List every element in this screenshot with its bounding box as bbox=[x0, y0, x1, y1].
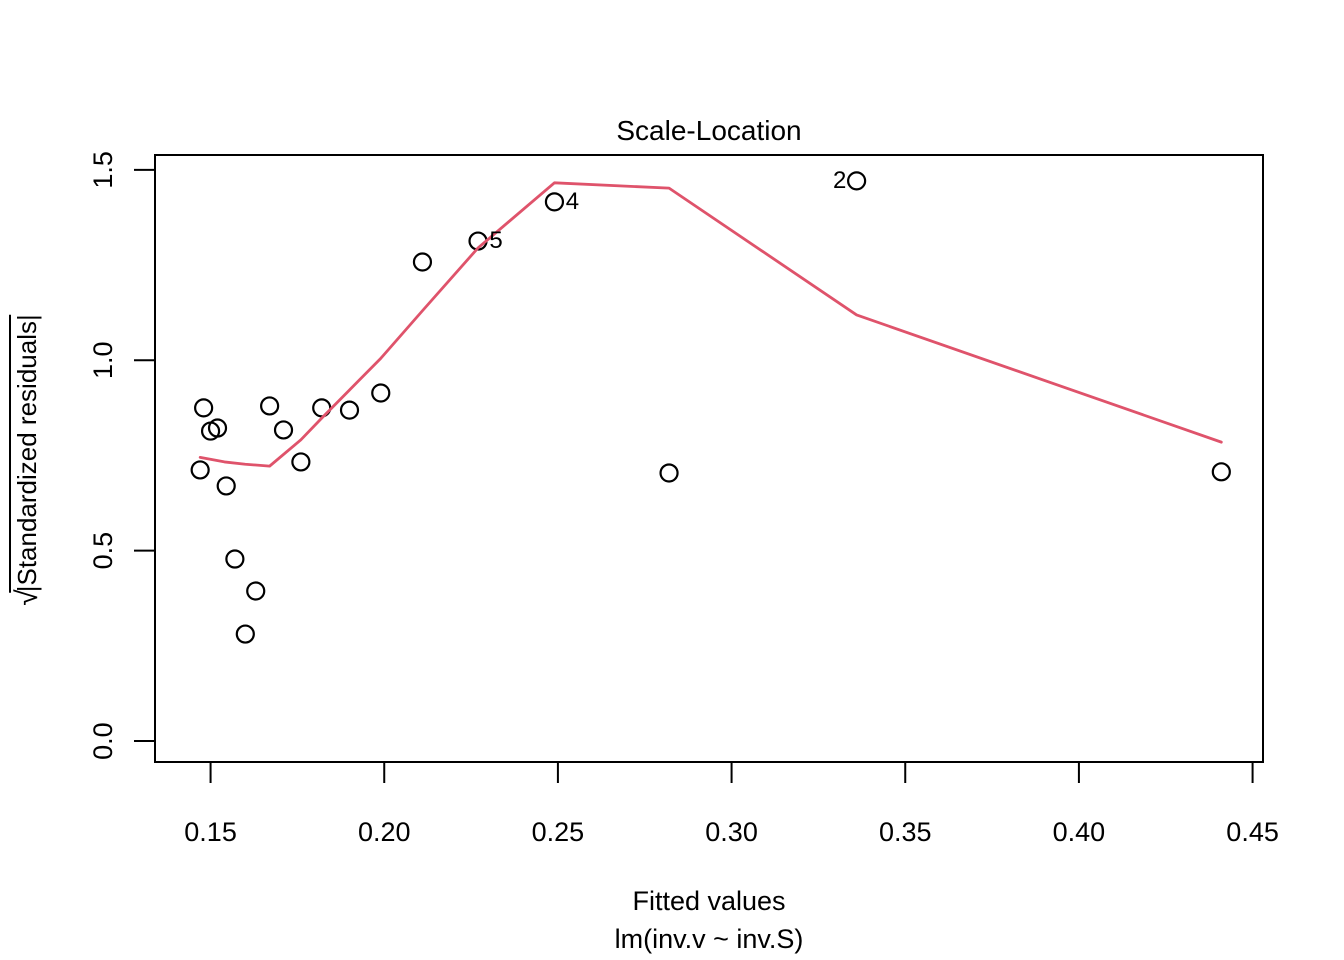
data-point bbox=[659, 463, 679, 483]
x-tick-label: 0.25 bbox=[532, 817, 585, 847]
y-tick-label: 1.0 bbox=[88, 341, 118, 379]
x-tick-label: 0.35 bbox=[879, 817, 932, 847]
data-point bbox=[544, 192, 565, 212]
data-point bbox=[216, 476, 236, 496]
y-tick-label: 1.5 bbox=[88, 151, 118, 189]
data-point bbox=[260, 396, 280, 416]
x-tick-label: 0.40 bbox=[1053, 817, 1106, 847]
data-point bbox=[371, 383, 391, 403]
y-axis-label-text: |Standardized residuals| bbox=[9, 314, 44, 593]
x-tick-label: 0.30 bbox=[705, 817, 758, 847]
point-id-label: 2 bbox=[833, 167, 846, 194]
point-id-label: 5 bbox=[489, 227, 502, 254]
x-tick-label: 0.45 bbox=[1226, 817, 1279, 847]
data-point bbox=[190, 460, 210, 480]
x-tick-label: 0.15 bbox=[184, 817, 237, 847]
data-point bbox=[847, 171, 867, 191]
sqrt-symbol: √ bbox=[11, 589, 44, 606]
data-point bbox=[225, 549, 245, 569]
data-point bbox=[291, 452, 311, 472]
y-axis-label: √|Standardized residuals| bbox=[9, 314, 45, 606]
data-point bbox=[235, 624, 255, 644]
plot-box bbox=[154, 154, 1264, 763]
point-id-label: 4 bbox=[566, 188, 579, 215]
data-point bbox=[412, 252, 433, 272]
chart-title: Scale-Location bbox=[616, 115, 802, 146]
model-sub-caption: lm(inv.v ~ inv.S) bbox=[614, 924, 804, 954]
y-tick-label: 0.5 bbox=[88, 532, 118, 570]
lowess-line bbox=[198, 181, 1223, 468]
data-point bbox=[246, 581, 266, 601]
x-tick-label: 0.20 bbox=[358, 817, 411, 847]
data-point bbox=[207, 418, 228, 438]
x-axis-label: Fitted values bbox=[632, 886, 786, 916]
data-point bbox=[273, 420, 294, 440]
data-point bbox=[194, 398, 214, 418]
data-point bbox=[339, 400, 360, 420]
data-point bbox=[1211, 462, 1231, 482]
y-tick-label: 0.0 bbox=[88, 722, 118, 760]
